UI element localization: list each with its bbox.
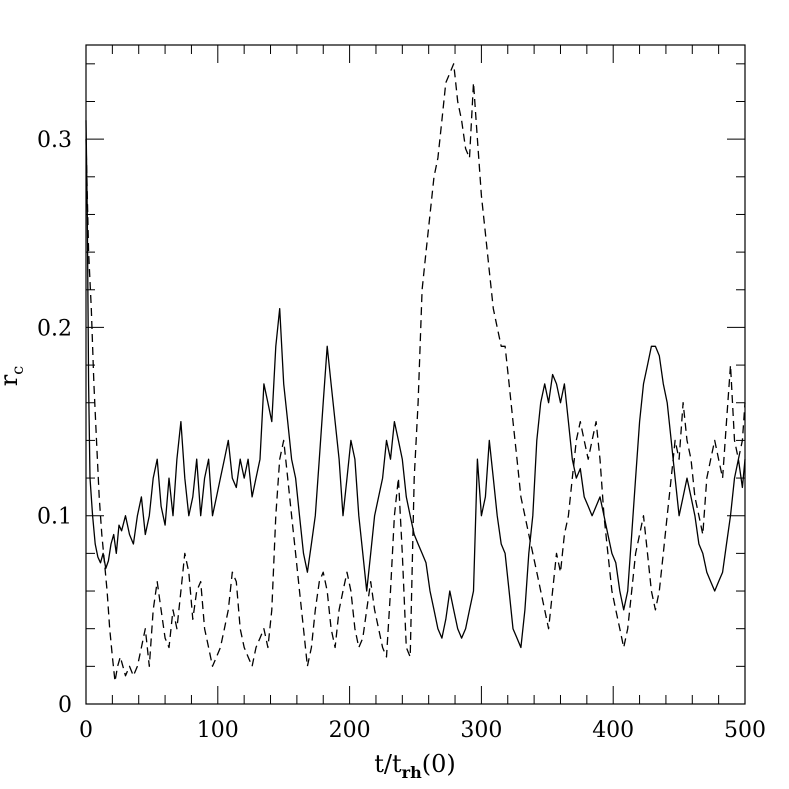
x-axis-label-main: t/t	[374, 750, 402, 778]
x-tick-label: 200	[329, 718, 371, 743]
y-tick-label: 0.1	[37, 505, 72, 530]
y-tick-label: 0.2	[37, 316, 72, 341]
x-tick-label: 400	[592, 718, 634, 743]
tick-labels: 0 100 200 300 400 500 0 0.1 0.2 0.3	[37, 128, 766, 743]
x-tick-label: 300	[460, 718, 502, 743]
y-axis-label-sub: c	[8, 366, 27, 375]
x-axis-label: t/trh(0)	[374, 750, 455, 782]
plot-area-border	[85, 44, 746, 705]
y-tick-label: 0	[58, 693, 72, 718]
plot-frame	[85, 44, 746, 705]
x-tick-label: 100	[197, 718, 239, 743]
x-tick-label: 0	[79, 718, 93, 743]
y-axis-label: rc	[0, 366, 27, 386]
x-tick-label: 500	[724, 718, 766, 743]
x-axis-label-suffix: (0)	[422, 750, 456, 778]
x-axis-label-sub: rh	[402, 763, 422, 782]
series-line-dashed	[85, 63, 746, 683]
ticks	[85, 45, 746, 705]
y-tick-label: 0.3	[37, 128, 72, 153]
series-line-solid	[85, 120, 746, 649]
y-axis-label-main: r	[0, 374, 23, 386]
series-layer	[85, 63, 746, 683]
